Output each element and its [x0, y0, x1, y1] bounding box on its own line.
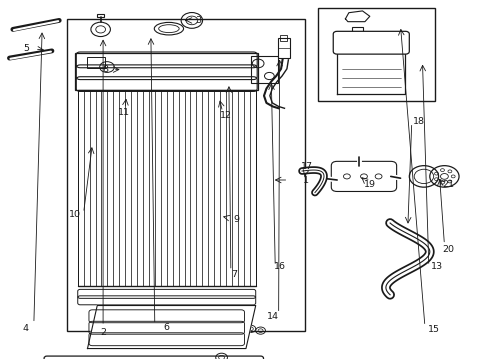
- Text: 17: 17: [300, 162, 312, 171]
- Bar: [97, 14, 104, 17]
- Bar: [66, 19, 305, 330]
- FancyBboxPatch shape: [330, 161, 396, 192]
- Text: 11: 11: [117, 108, 129, 117]
- Text: 6: 6: [163, 323, 169, 332]
- Text: 14: 14: [266, 312, 278, 321]
- Text: 21: 21: [442, 180, 453, 189]
- Bar: [87, 57, 104, 68]
- Bar: [75, 53, 258, 90]
- Text: 15: 15: [427, 325, 439, 334]
- Text: 18: 18: [412, 117, 424, 126]
- Text: 13: 13: [430, 262, 442, 271]
- Text: 9: 9: [233, 215, 239, 224]
- Polygon shape: [87, 306, 255, 348]
- Text: 3: 3: [195, 16, 201, 25]
- Bar: [277, 39, 289, 58]
- FancyBboxPatch shape: [332, 31, 408, 54]
- Text: 20: 20: [442, 245, 453, 254]
- Bar: [351, 27, 363, 36]
- Text: 7: 7: [230, 270, 236, 279]
- Bar: [317, 8, 434, 101]
- Polygon shape: [336, 42, 405, 94]
- Text: 2: 2: [100, 328, 106, 337]
- Text: 8: 8: [102, 65, 108, 74]
- Bar: [280, 36, 287, 41]
- Bar: [250, 56, 277, 83]
- Text: 4: 4: [22, 324, 28, 333]
- Text: 5: 5: [23, 44, 29, 53]
- Text: 10: 10: [69, 210, 81, 219]
- Text: 12: 12: [220, 111, 231, 120]
- Text: 19: 19: [364, 180, 376, 189]
- Text: 16: 16: [274, 262, 285, 271]
- Text: 1: 1: [302, 176, 308, 185]
